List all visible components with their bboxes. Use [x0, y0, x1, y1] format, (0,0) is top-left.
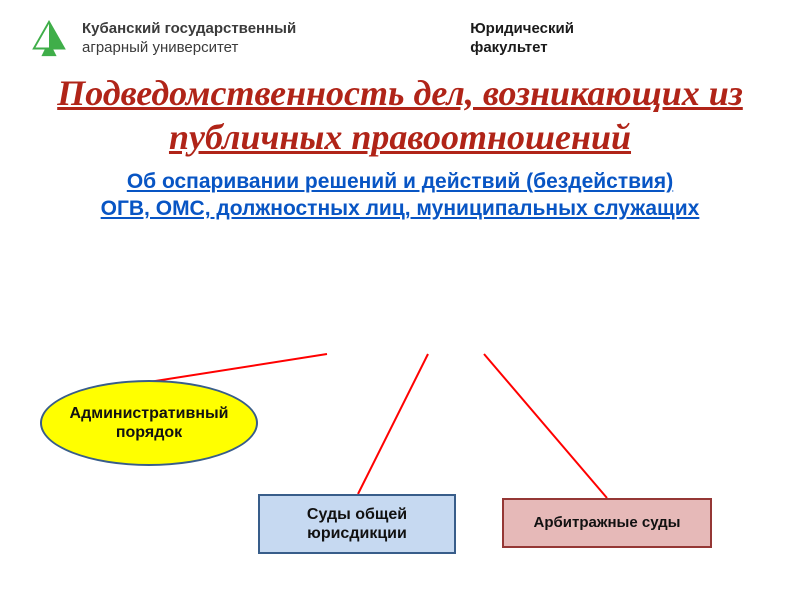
logo-icon — [30, 20, 68, 58]
university-name: Кубанский государственный аграрный униве… — [82, 20, 296, 58]
node-admin: Административный порядок — [40, 380, 258, 466]
faculty-line2: факультет — [470, 39, 547, 56]
header: Кубанский государственный аграрный униве… — [0, 0, 800, 66]
node-general_courts: Суды общей юрисдикции — [258, 494, 456, 554]
university-name-bold: Кубанский государственный — [82, 20, 296, 37]
faculty-line1: Юридический — [470, 20, 574, 37]
university-name-rest: аграрный университет — [82, 39, 238, 56]
subtitle-line2: ОГВ, ОМС, должностных лиц, муниципальных… — [101, 197, 700, 220]
faculty-name: Юридический факультет — [470, 20, 574, 58]
node-arbitration: Арбитражные суды — [502, 498, 712, 548]
page-title: Подведомственность дел, возникающих из п… — [16, 72, 784, 160]
subtitle: Об оспаривании решений и действий (безде… — [28, 168, 772, 223]
subtitle-line1: Об оспаривании решений и действий (безде… — [127, 170, 673, 193]
